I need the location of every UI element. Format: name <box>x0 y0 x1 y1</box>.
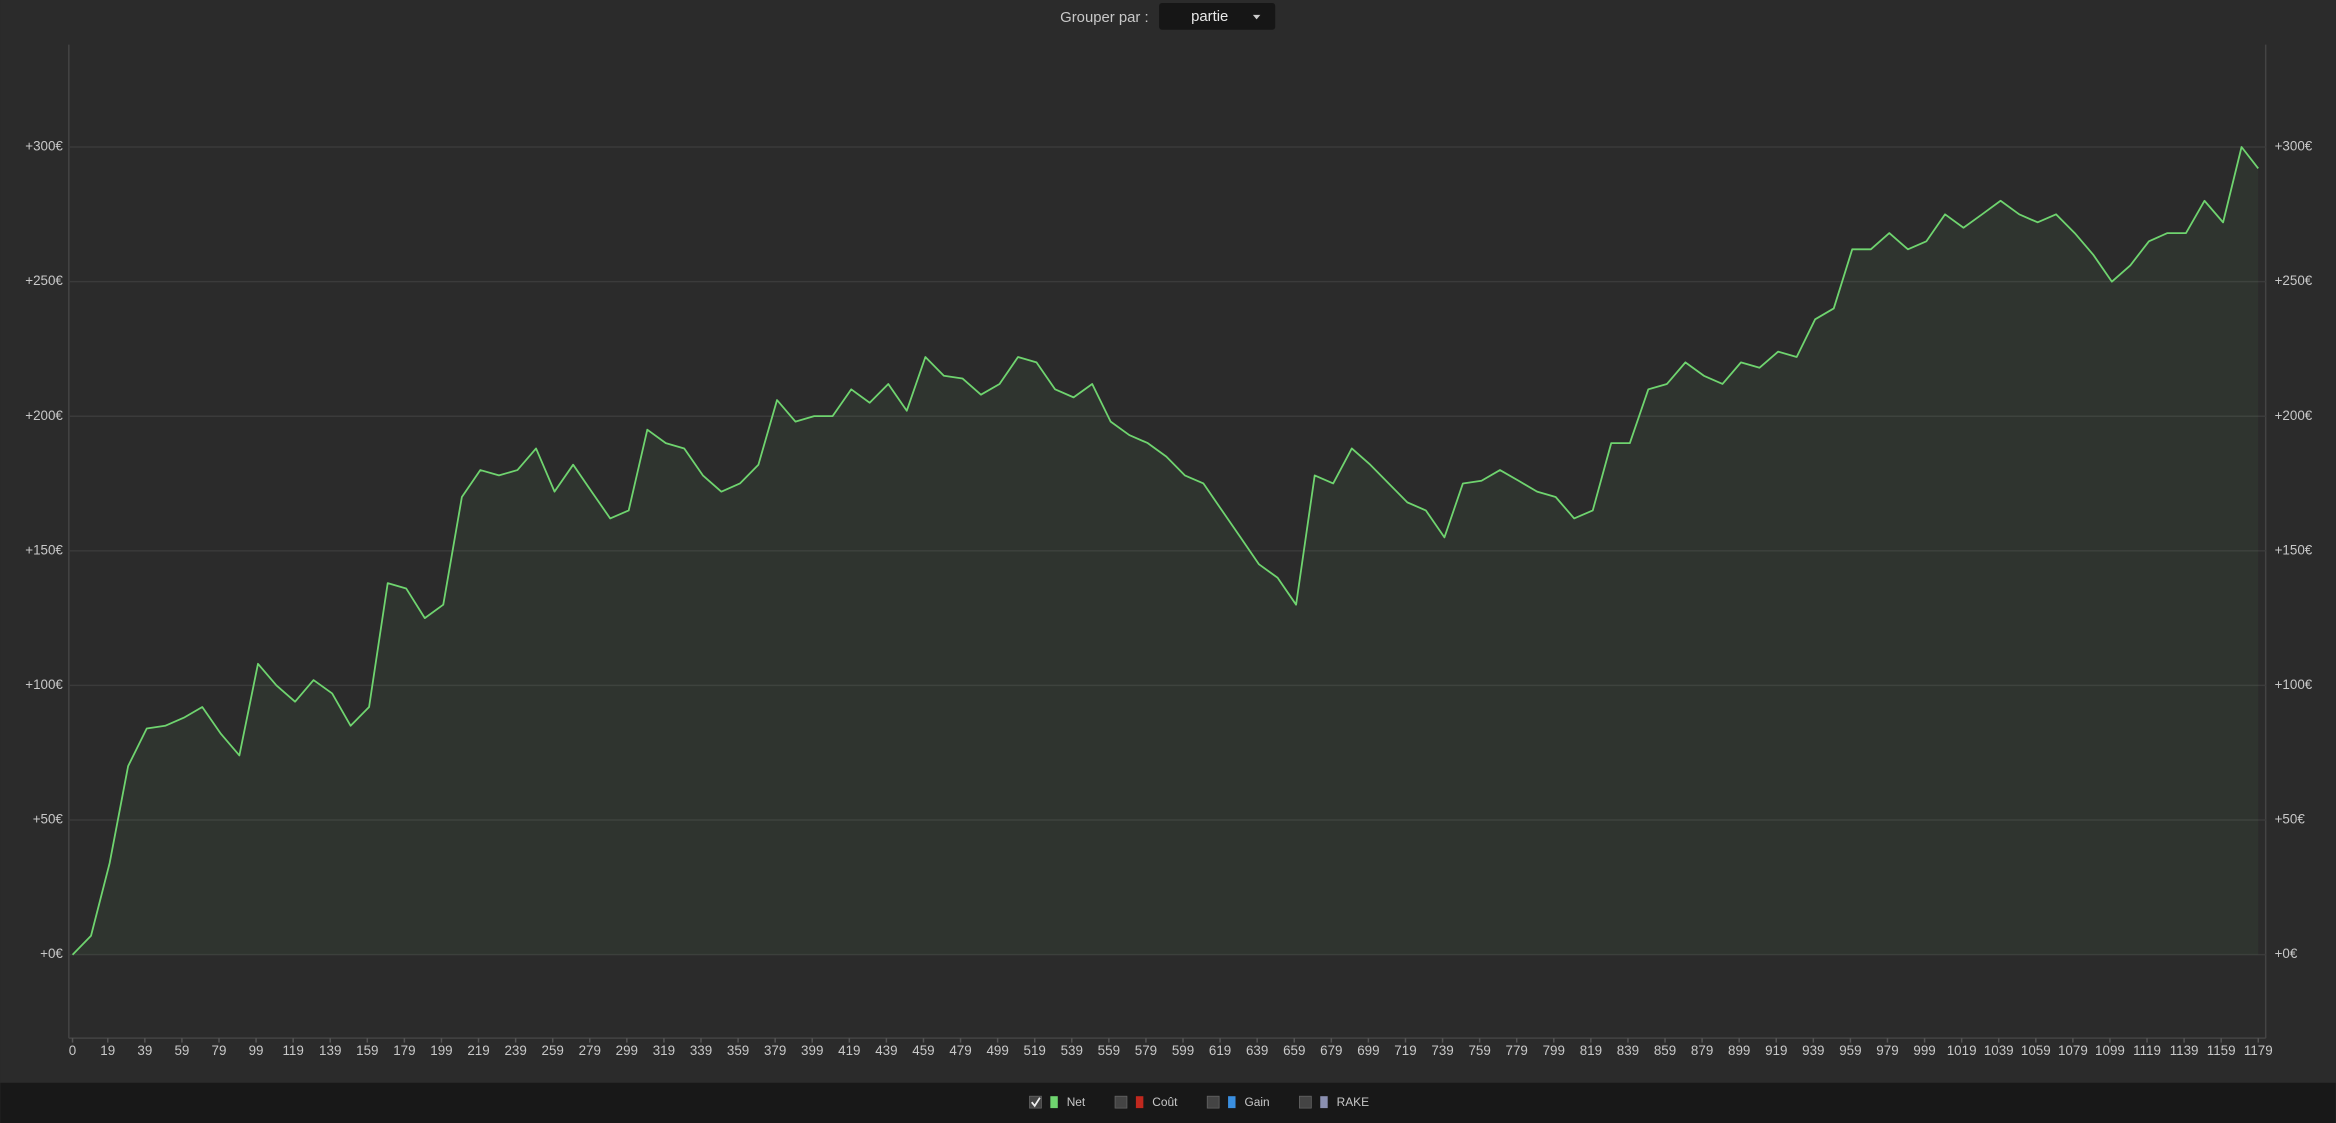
x-tick-label: 359 <box>727 1043 749 1058</box>
x-tick-label: 1039 <box>1984 1043 2014 1058</box>
x-tick-label: 1159 <box>2207 1043 2236 1058</box>
y-tick-label: +150€ <box>25 542 63 557</box>
group-label: Grouper par : <box>1060 10 1148 26</box>
y-tick-label: +50€ <box>33 812 64 827</box>
x-tick-label: 159 <box>356 1043 378 1058</box>
line <box>71 146 2259 956</box>
x-tick-label: 979 <box>1876 1043 1898 1058</box>
legend-label[interactable]: Coût <box>1152 1095 1178 1109</box>
x-tick-label: 239 <box>504 1043 526 1058</box>
y-tick-label: +300€ <box>25 139 63 154</box>
x-tick-label: 0 <box>69 1043 76 1058</box>
x-tick-label: 439 <box>875 1043 897 1058</box>
legend-checkbox[interactable] <box>1114 1095 1128 1109</box>
x-tick-label: 859 <box>1654 1043 1676 1058</box>
x-tick-label: 1099 <box>2095 1043 2125 1058</box>
y-tick-label: +250€ <box>25 273 63 288</box>
y-tick-label-right: +100€ <box>2275 677 2313 692</box>
x-tick-label: 1119 <box>2133 1043 2161 1058</box>
x-tick-label: 799 <box>1543 1043 1565 1058</box>
legend-swatch <box>1050 1096 1058 1109</box>
legend-label[interactable]: Net <box>1067 1095 1086 1109</box>
legend-swatch <box>1320 1096 1328 1109</box>
x-tick-label: 559 <box>1098 1043 1120 1058</box>
x-tick-label: 39 <box>137 1043 152 1058</box>
x-tick-label: 59 <box>174 1043 189 1058</box>
x-tick-label: 879 <box>1691 1043 1713 1058</box>
legend-checkbox[interactable] <box>1206 1095 1220 1109</box>
x-tick-label: 79 <box>212 1043 227 1058</box>
y-tick-label-right: +50€ <box>2275 812 2306 827</box>
x-tick-label: 939 <box>1802 1043 1824 1058</box>
y-tick-label: +0€ <box>40 946 63 961</box>
legend-checkbox[interactable] <box>1299 1095 1312 1109</box>
legend-bar <box>0 1082 2336 1123</box>
y-tick-label-right: +150€ <box>2275 542 2313 557</box>
x-tick-label: 639 <box>1246 1043 1268 1058</box>
y-tick-label-right: +0€ <box>2275 946 2298 961</box>
group-select-value[interactable]: partie <box>1191 9 1228 25</box>
x-tick-label: 1179 <box>2244 1043 2273 1058</box>
legend-label[interactable]: RAKE <box>1337 1095 1369 1109</box>
x-tick-label: 139 <box>319 1043 341 1058</box>
x-tick-label: 279 <box>579 1043 601 1058</box>
x-tick-label: 839 <box>1617 1043 1639 1058</box>
x-tick-label: 379 <box>764 1043 786 1058</box>
legend-checkbox[interactable] <box>1029 1095 1042 1109</box>
x-tick-label: 299 <box>616 1043 638 1058</box>
x-tick-label: 99 <box>249 1043 264 1058</box>
x-tick-label: 539 <box>1061 1043 1083 1058</box>
x-tick-label: 699 <box>1357 1043 1379 1058</box>
x-tick-label: 619 <box>1209 1043 1231 1058</box>
x-tick-label: 599 <box>1172 1043 1194 1058</box>
x-tick-label: 339 <box>690 1043 712 1058</box>
x-tick-label: 719 <box>1394 1043 1416 1058</box>
y-tick-label-right: +250€ <box>2275 273 2313 288</box>
x-tick-label: 819 <box>1580 1043 1602 1058</box>
x-tick-label: 999 <box>1913 1043 1935 1058</box>
x-tick-label: 519 <box>1024 1043 1046 1058</box>
legend-swatch <box>1135 1096 1144 1109</box>
y-tick-label-right: +200€ <box>2275 408 2313 423</box>
x-tick-label: 919 <box>1765 1043 1787 1058</box>
x-tick-label: 1079 <box>2058 1043 2088 1058</box>
x-tick-label: 739 <box>1431 1043 1453 1058</box>
x-tick-label: 19 <box>100 1043 115 1058</box>
x-tick-label: 679 <box>1320 1043 1342 1058</box>
x-tick-label: 1139 <box>2170 1043 2199 1058</box>
x-tick-label: 179 <box>393 1043 415 1058</box>
x-tick-label: 1059 <box>2021 1043 2051 1058</box>
area <box>72 147 2259 955</box>
x-tick-label: 219 <box>467 1043 489 1058</box>
y-tick-label: +100€ <box>25 677 63 692</box>
x-tick-label: 459 <box>912 1043 934 1058</box>
x-tick-label: 759 <box>1468 1043 1490 1058</box>
x-tick-label: 959 <box>1839 1043 1861 1058</box>
x-tick-label: 419 <box>838 1043 860 1058</box>
x-tick-label: 259 <box>542 1043 564 1058</box>
x-tick-label: 499 <box>986 1043 1008 1058</box>
select-arrow <box>1252 14 1261 20</box>
y-tick-label-right: +300€ <box>2275 139 2313 154</box>
y-tick-label: +200€ <box>25 408 63 423</box>
x-tick-label: 479 <box>949 1043 971 1058</box>
x-tick-label: 399 <box>801 1043 823 1058</box>
x-tick-label: 119 <box>282 1043 303 1058</box>
x-tick-label: 1019 <box>1947 1043 1977 1058</box>
legend-check <box>1031 1097 1041 1108</box>
x-tick-label: 199 <box>430 1043 452 1058</box>
legend-label[interactable]: Gain <box>1244 1095 1269 1109</box>
x-tick-label: 899 <box>1728 1043 1750 1058</box>
x-tick-label: 319 <box>653 1043 675 1058</box>
x-tick-label: 579 <box>1135 1043 1157 1058</box>
x-tick-label: 659 <box>1283 1043 1305 1058</box>
x-tick-label: 779 <box>1506 1043 1528 1058</box>
legend-swatch <box>1228 1096 1236 1109</box>
group-select[interactable] <box>1159 2 1276 30</box>
